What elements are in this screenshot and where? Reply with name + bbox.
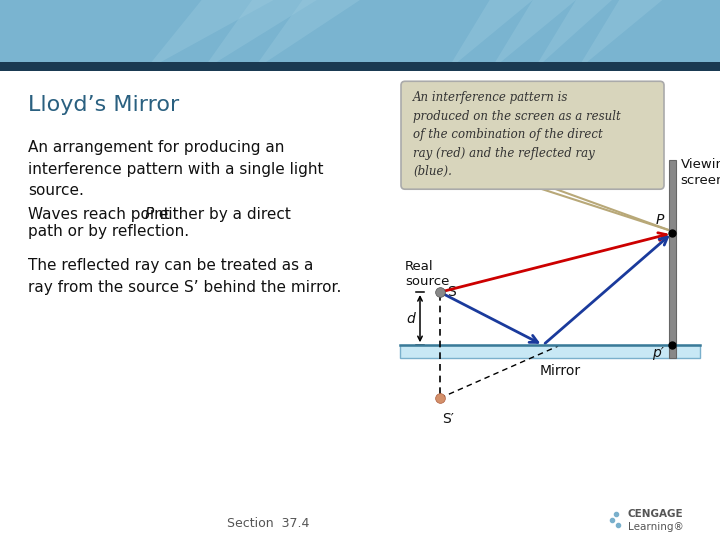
Text: An interference pattern is
produced on the screen as a result
of the combination: An interference pattern is produced on t…: [413, 91, 621, 178]
Text: Section  37.4: Section 37.4: [227, 517, 309, 530]
Text: S′: S′: [442, 412, 454, 426]
Text: P: P: [655, 213, 664, 227]
Text: Viewing: Viewing: [680, 158, 720, 171]
Text: The reflected ray can be treated as a
ray from the source S’ behind the mirror.: The reflected ray can be treated as a ra…: [28, 258, 341, 295]
Text: p′: p′: [652, 346, 664, 360]
Text: Learning®: Learning®: [628, 522, 684, 532]
Text: P: P: [145, 207, 154, 222]
Bar: [400, 345, 700, 358]
FancyBboxPatch shape: [401, 82, 664, 189]
Text: screen: screen: [680, 174, 720, 187]
Polygon shape: [144, 0, 274, 71]
Text: An arrangement for producing an
interference pattern with a single light
source.: An arrangement for producing an interfer…: [28, 140, 323, 198]
Text: path or by reflection.: path or by reflection.: [28, 224, 189, 239]
Text: Mirror: Mirror: [539, 364, 580, 378]
Text: source: source: [405, 275, 449, 288]
Bar: [0, 62, 720, 71]
Polygon shape: [533, 0, 612, 71]
Text: Lloyd’s Mirror: Lloyd’s Mirror: [28, 95, 179, 115]
Polygon shape: [576, 0, 662, 71]
Text: S: S: [447, 285, 456, 299]
Bar: [668, 160, 675, 358]
Text: Real: Real: [405, 260, 433, 273]
Text: either by a direct: either by a direct: [154, 207, 291, 222]
Polygon shape: [490, 0, 576, 71]
Polygon shape: [252, 0, 360, 71]
Polygon shape: [446, 0, 533, 71]
Polygon shape: [202, 0, 317, 71]
Text: Waves reach point: Waves reach point: [28, 207, 175, 222]
Text: d: d: [406, 312, 415, 326]
Text: CENGAGE: CENGAGE: [628, 509, 683, 519]
